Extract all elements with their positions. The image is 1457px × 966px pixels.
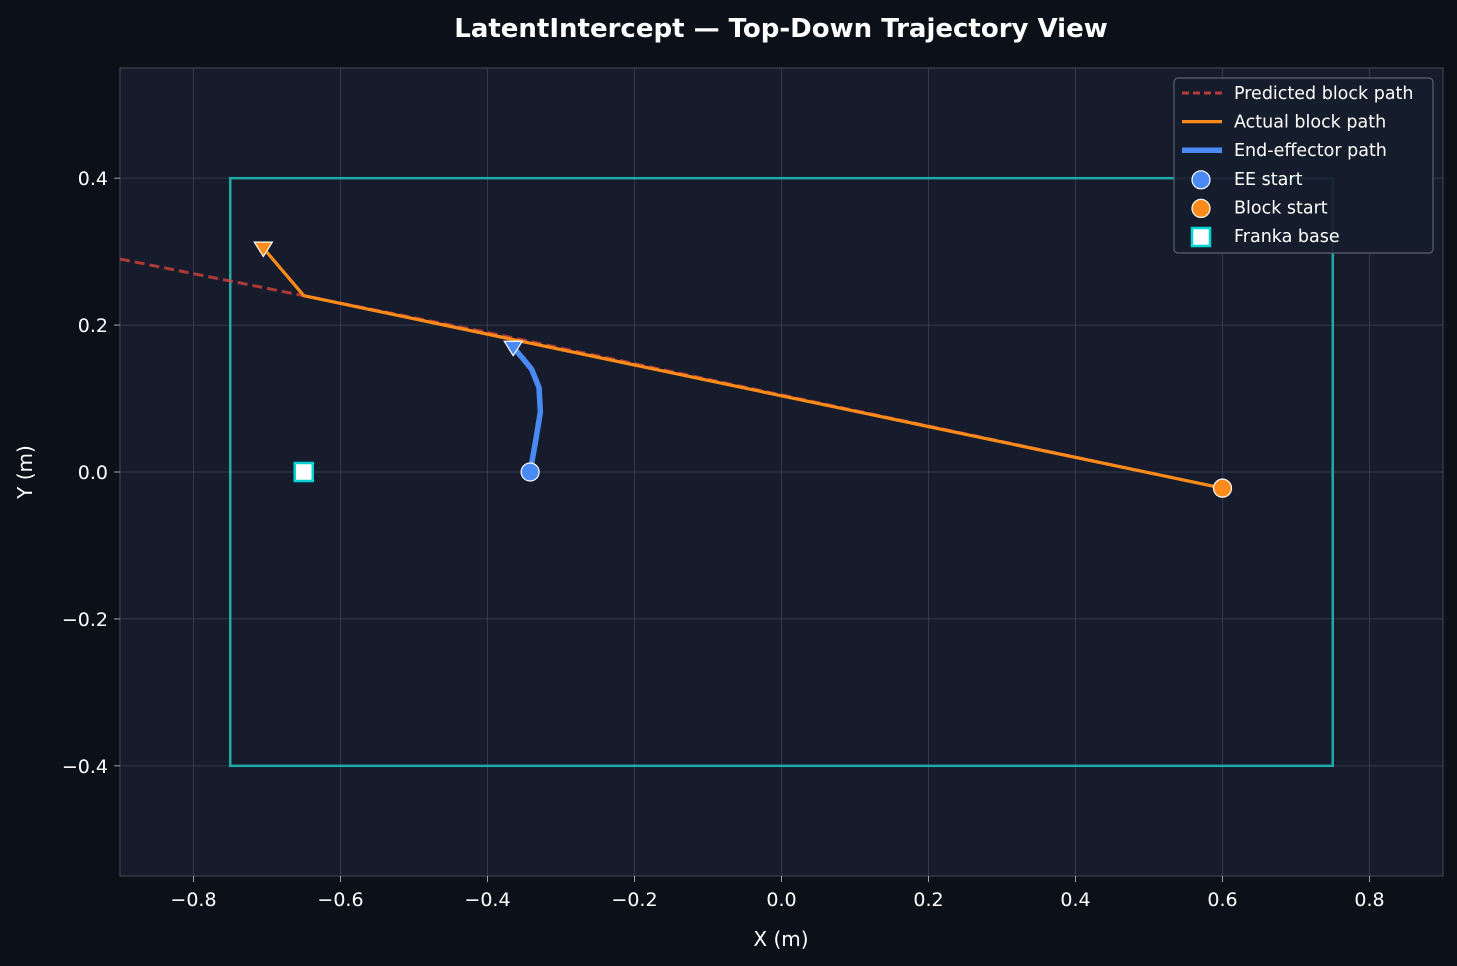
x-tick-label: −0.8 (170, 889, 216, 911)
x-tick-label: 0.2 (913, 889, 943, 911)
workspace-boundary (229, 176, 1334, 768)
x-tick-label: −0.4 (464, 889, 510, 911)
y-tick-label: −0.2 (62, 609, 108, 631)
x-tick-label: 0.8 (1354, 889, 1384, 911)
tick-labels: −0.8 −0.6 −0.4 −0.2 0.0 0.2 0.4 0.6 0.8 0.4 0.2 0.0… (62, 168, 1385, 911)
franka-base-marker (293, 461, 314, 483)
y-tick-label: −0.4 (62, 756, 108, 778)
x-tick-label: 0.4 (1060, 889, 1090, 911)
legend-label: EE start (1234, 170, 1303, 190)
x-tick-label: 0.6 (1207, 889, 1237, 911)
legend-handle-block-start (1191, 198, 1211, 218)
marker-group (253, 241, 1233, 498)
ee-start-marker (520, 462, 540, 482)
legend-label: Predicted block path (1234, 84, 1414, 104)
y-axis-label: Y (m) (13, 445, 37, 500)
x-tick-label: 0.0 (766, 889, 796, 911)
legend-handle-franka-base (1190, 226, 1212, 248)
x-tick-label: −0.2 (611, 889, 657, 911)
workspace-boundary-group (229, 176, 1334, 768)
block-start-marker (1212, 478, 1233, 498)
legend-label: Actual block path (1234, 113, 1386, 133)
legend: Predicted block path Actual block path End… (1173, 77, 1434, 254)
y-tick-label: 0.0 (78, 462, 108, 484)
legend-label: Franka base (1234, 227, 1340, 247)
series-group (119, 246, 1223, 490)
end-marker-triangle (503, 340, 524, 357)
end-marker-triangle (253, 241, 274, 258)
legend-handle-ee-start (1191, 170, 1211, 190)
x-axis-label: X (m) (753, 927, 808, 951)
legend-box (1173, 77, 1434, 254)
x-tick-label: −0.6 (317, 889, 363, 911)
end-effector-path-line (510, 344, 544, 475)
chart-title: LatentIntercept — Top-Down Trajectory Vi… (454, 14, 1108, 44)
y-tick-label: 0.4 (78, 168, 108, 190)
legend-label: End-effector path (1234, 141, 1387, 161)
legend-label: Block start (1234, 198, 1328, 218)
y-tick-label: 0.2 (78, 315, 108, 337)
actual-block-path-line (262, 246, 1223, 490)
